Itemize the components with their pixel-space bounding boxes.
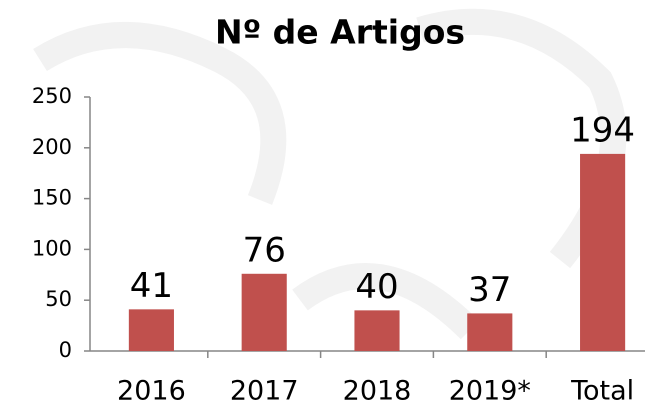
x-tick-label: Total: [570, 376, 634, 407]
bar: [242, 274, 287, 351]
y-tick-label: 200: [32, 135, 72, 159]
bar: [580, 154, 625, 351]
data-label: 76: [243, 230, 286, 270]
x-tick-label: 2016: [117, 376, 186, 407]
bar: [354, 310, 399, 351]
chart-title: Nº de Artigos: [215, 13, 465, 52]
watermark: [40, 22, 613, 330]
x-tick-label: 2017: [230, 376, 299, 407]
y-tick-label: 50: [45, 287, 72, 311]
bar: [129, 309, 174, 351]
y-tick-label: 100: [32, 236, 72, 260]
data-label: 37: [468, 270, 511, 310]
data-label: 40: [355, 267, 398, 307]
y-tick-label: 150: [32, 186, 72, 210]
bar: [467, 313, 512, 351]
y-tick-label: 0: [59, 338, 72, 362]
watermark-stroke: [40, 35, 273, 200]
data-label: 194: [570, 110, 635, 150]
x-tick-label: 2019*: [449, 376, 531, 407]
y-tick-label: 250: [32, 84, 72, 108]
page: Nº de Artigos 0 50 100 150 200 250 2016 41 2017 7…: [0, 0, 649, 414]
data-label: 41: [130, 266, 173, 306]
chart: Nº de Artigos 0 50 100 150 200 250 2016 41 2017 7…: [0, 0, 649, 414]
x-tick-label: 2018: [343, 376, 412, 407]
